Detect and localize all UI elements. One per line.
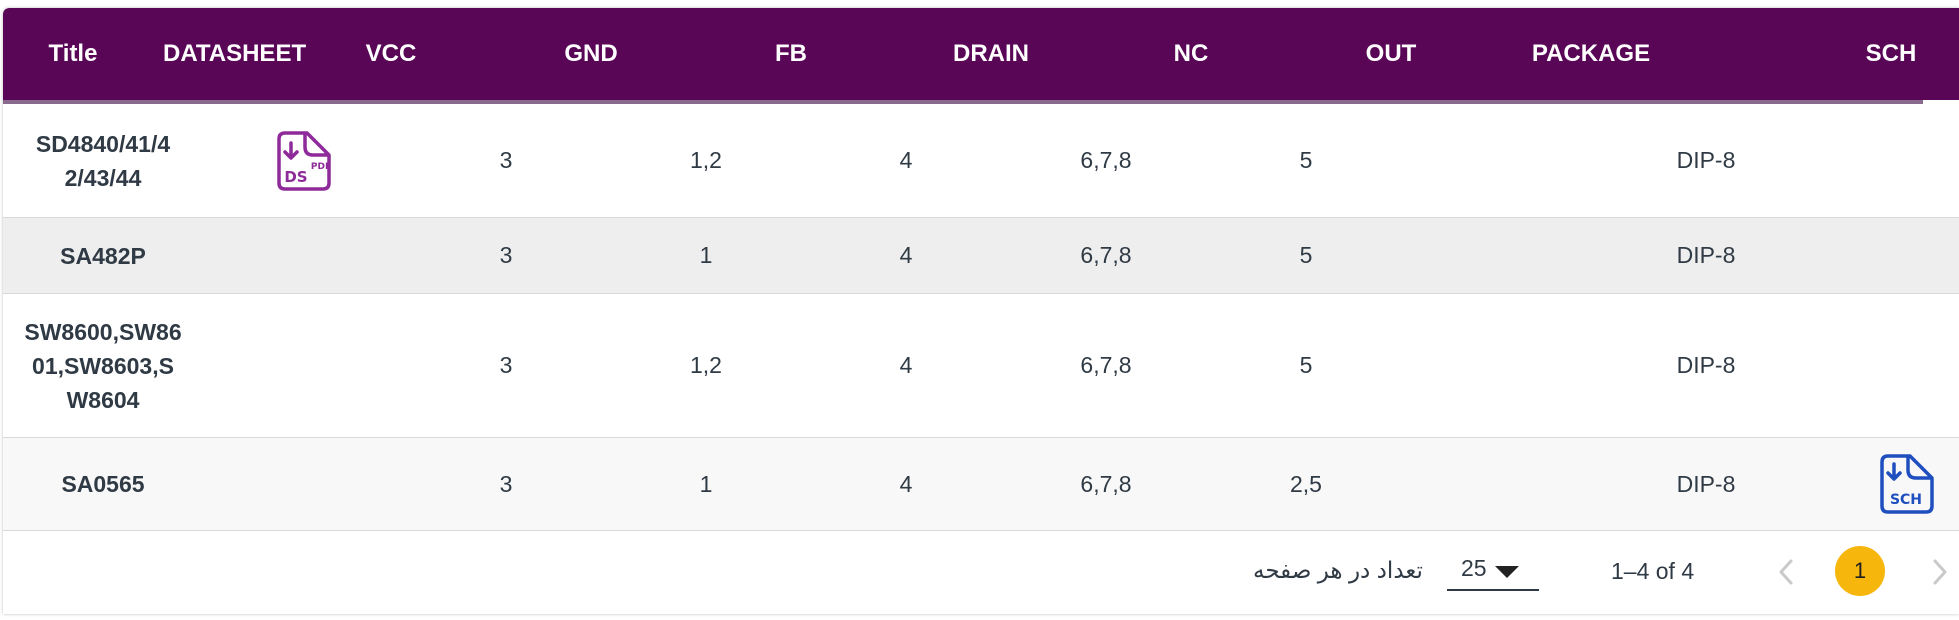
drain-cell: 6,7,8 [1080,352,1132,378]
table-header: Title DATASHEET VCC GND FB DRAIN NC OUT … [3,8,1959,100]
row-title: SD4840/41/4 2/43/44 [3,104,203,217]
nc-cell: 5 [1299,352,1313,378]
col-header-out[interactable]: OUT [1365,40,1417,67]
col-header-vcc[interactable]: VCC [365,40,417,67]
col-header-datasheet[interactable]: DATASHEET [163,40,307,67]
sch-label: SCH [1890,492,1922,508]
nc-cell: 5 [1299,147,1313,173]
table-row: SA0565 3 1 4 6,7,8 2,5 DIP-8 SCH [3,438,1959,531]
out-cell [1456,104,1556,217]
title-line: SD4840/41/4 [35,130,171,157]
col-header-gnd[interactable]: GND [564,40,618,67]
gnd-cell: 1,2 [690,147,722,173]
title-line: SW8600,SW86 [24,318,182,345]
col-header-fb[interactable]: FB [775,40,807,67]
rows-per-page-label: تعداد در هر صفحه [1253,557,1423,583]
package-cell: DIP-8 [1676,352,1736,378]
page-button-current[interactable]: 1 [1835,546,1885,596]
row-title: SW8600,SW86 01,SW8603,S W8604 [3,294,203,437]
col-header-nc[interactable]: NC [1173,40,1209,67]
row-title: SA482P [60,242,146,269]
col-header-title[interactable]: Title [48,40,98,67]
rows-per-page-value: 25 [1461,555,1487,581]
vcc-cell: 3 [499,470,513,497]
pdf-file-icon[interactable]: PDF DS [271,129,335,193]
pagination-range: 1–4 of 4 [1611,558,1695,584]
table-row: SD4840/41/4 2/43/44 PDF DS 3 1,2 4 6,7,8… [3,104,1959,218]
ds-label: DS [284,168,307,186]
nc-cell: 5 [1299,242,1313,268]
vcc-cell: 3 [499,352,513,378]
rows-per-page-select[interactable]: 25 [1447,551,1539,591]
gnd-cell: 1 [699,470,713,497]
out-cell [1456,218,1556,293]
fb-cell: 4 [899,242,913,268]
dropdown-caret-icon [1495,566,1519,578]
vcc-cell: 3 [499,147,513,173]
package-cell: DIP-8 [1676,147,1736,173]
title-line: 2/43/44 [64,164,142,191]
vcc-cell: 3 [499,242,513,268]
title-line: 01,SW8603,S [32,352,174,379]
nc-cell: 2,5 [1290,470,1322,497]
drain-cell: 6,7,8 [1080,147,1132,173]
col-header-drain[interactable]: DRAIN [953,40,1029,67]
drain-cell: 6,7,8 [1080,242,1132,268]
fb-cell: 4 [899,147,913,173]
table-row: SA482P 3 1 4 6,7,8 5 DIP-8 [3,218,1959,294]
sch-cell: SCH [1863,438,1949,530]
gnd-cell: 1,2 [690,352,722,378]
datasheet-cell: PDF DS [253,104,353,217]
fb-cell: 4 [899,470,913,497]
package-cell: DIP-8 [1676,470,1736,497]
schematic-file-icon[interactable]: SCH [1874,452,1938,516]
table-row: SW8600,SW86 01,SW8603,S W8604 3 1,2 4 6,… [3,294,1959,438]
package-cell: DIP-8 [1676,242,1736,268]
previous-page-icon[interactable] [1775,557,1797,587]
col-header-sch[interactable]: SCH [1865,40,1917,67]
row-title: SA0565 [61,471,145,497]
drain-cell: 6,7,8 [1080,470,1132,497]
header-divider [3,100,1923,104]
next-page-icon[interactable] [1929,557,1951,587]
fb-cell: 4 [899,352,913,378]
out-cell [1456,294,1556,437]
title-line: W8604 [66,386,140,413]
col-header-package[interactable]: PACKAGE [1531,40,1651,67]
pdf-badge: PDF [311,162,331,172]
data-table-card: Title DATASHEET VCC GND FB DRAIN NC OUT … [3,8,1959,614]
out-cell [1456,438,1556,530]
table-pagination: تعداد در هر صفحه 25 1–4 of 4 1 [3,531,1959,614]
gnd-cell: 1 [699,242,713,268]
